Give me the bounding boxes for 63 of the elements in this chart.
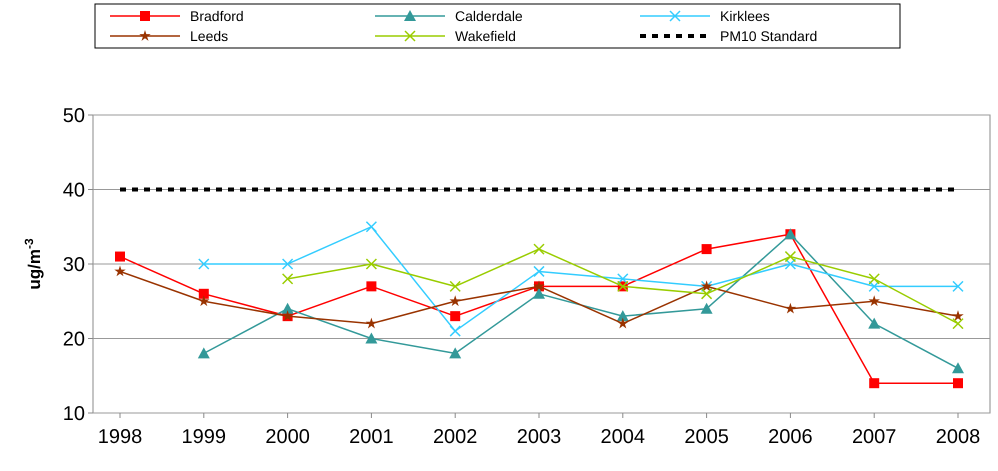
point — [282, 273, 294, 285]
x-tick-label: 1998 — [98, 426, 142, 448]
point — [700, 288, 712, 300]
point — [784, 258, 796, 270]
point — [198, 258, 210, 270]
x-tick-label: 1999 — [182, 426, 226, 448]
point — [533, 243, 545, 255]
point — [784, 302, 796, 314]
legend-label: Leeds — [190, 28, 228, 44]
y-tick-label: 30 — [62, 254, 85, 276]
point — [616, 310, 629, 322]
point — [366, 318, 378, 328]
point — [366, 258, 378, 270]
point — [282, 302, 294, 314]
point — [449, 347, 462, 358]
point — [869, 378, 880, 388]
point — [450, 311, 460, 322]
point — [533, 288, 545, 299]
x-tick-label: 2004 — [600, 426, 646, 448]
point — [952, 318, 964, 330]
x-tick-label: 2005 — [684, 426, 729, 448]
point — [868, 295, 880, 306]
legend-label: Kirklees — [720, 8, 770, 24]
point — [282, 258, 294, 270]
x-tick-label: 2002 — [432, 426, 478, 448]
legend-label: Calderdale — [455, 8, 523, 24]
point — [617, 318, 629, 328]
point — [617, 273, 629, 285]
y-tick-label: 50 — [62, 105, 85, 127]
point — [533, 266, 545, 278]
x-tick-label: 2003 — [516, 426, 562, 448]
x-tick-label: 2008 — [936, 426, 980, 448]
x-tick-label: 2001 — [349, 426, 394, 448]
point — [952, 310, 964, 322]
point — [953, 378, 963, 388]
y-tick-label: 40 — [62, 180, 85, 202]
point — [952, 280, 964, 292]
legend-label: Bradford — [190, 8, 244, 24]
legend-label: Wakefield — [455, 28, 516, 44]
point — [449, 325, 461, 337]
x-tick-label: 2007 — [852, 426, 896, 448]
point — [700, 302, 713, 314]
point — [784, 250, 796, 262]
point — [366, 281, 376, 292]
point — [868, 280, 880, 292]
x-tick-label: 2006 — [768, 426, 813, 448]
legend-label: PM10 Standard — [720, 28, 818, 44]
point — [366, 221, 378, 232]
point — [868, 318, 880, 329]
point — [198, 288, 209, 299]
point — [114, 265, 126, 276]
point — [702, 244, 712, 254]
point — [952, 362, 964, 374]
x-tick-label: 2000 — [265, 426, 310, 448]
point — [198, 347, 210, 358]
point — [115, 252, 125, 262]
point — [449, 280, 461, 292]
point — [198, 295, 210, 306]
y-tick-label: 10 — [62, 403, 85, 425]
point — [868, 273, 880, 285]
point — [449, 295, 461, 306]
point — [365, 332, 378, 344]
y-tick-label: 20 — [62, 328, 85, 350]
